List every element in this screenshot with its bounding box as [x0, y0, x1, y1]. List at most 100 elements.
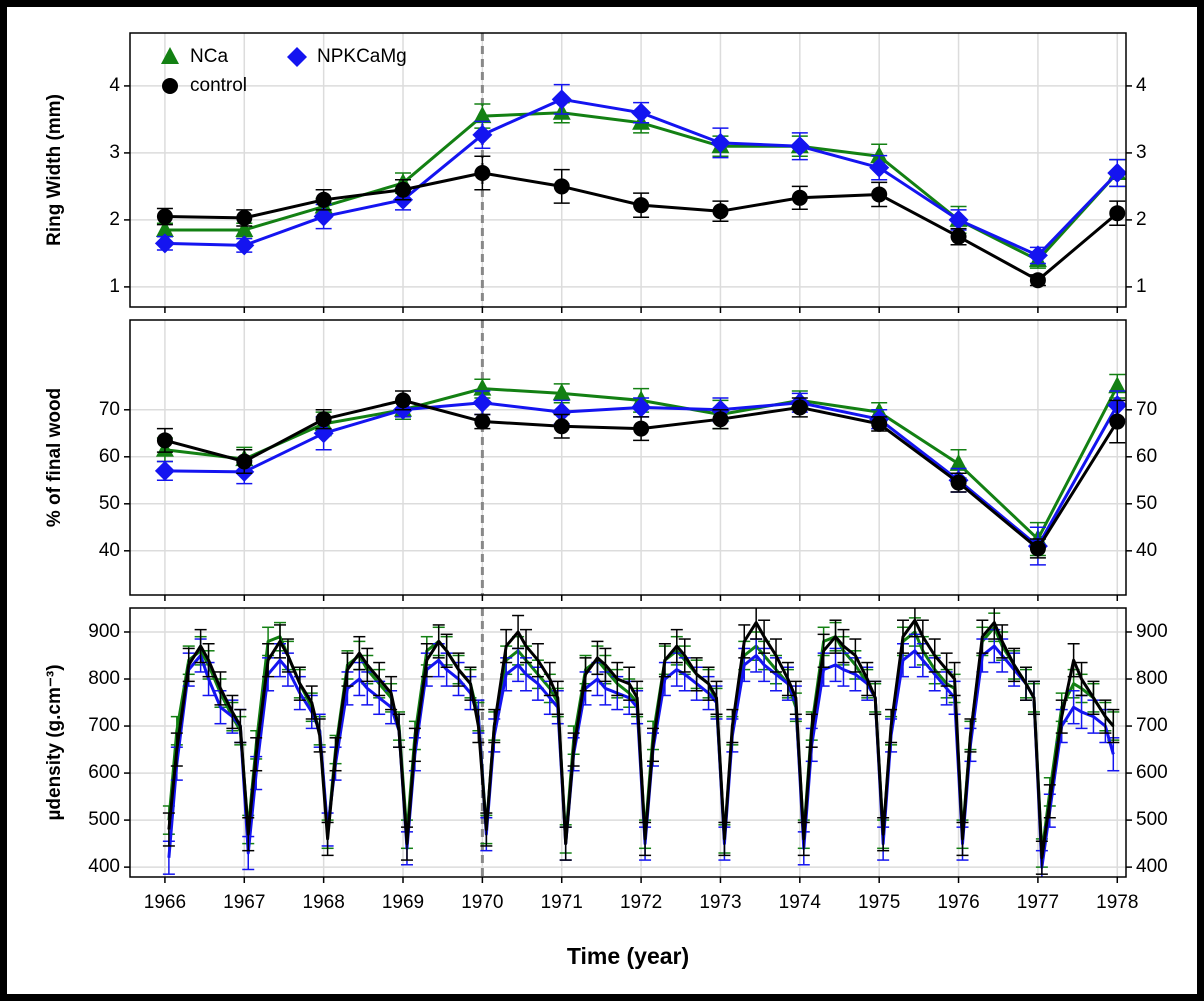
circle-marker — [156, 208, 173, 225]
diamond-marker — [631, 102, 652, 123]
y-axis-label: µdensity (g.cm⁻³) — [44, 664, 65, 820]
y-axis-label: Ring Width (mm) — [44, 94, 65, 246]
circle-marker — [950, 474, 967, 491]
series-line — [167, 618, 1115, 860]
circle-marker — [553, 178, 570, 195]
circle-marker — [474, 165, 491, 182]
y-tick-label: 900 — [88, 621, 120, 642]
x-tick-label: 1966 — [144, 892, 186, 913]
x-tick-label: 1973 — [699, 892, 741, 913]
y-tick-label: 70 — [99, 399, 120, 420]
diamond-marker — [869, 157, 890, 178]
circle-marker — [712, 203, 729, 220]
plot-frame — [129, 319, 1127, 596]
circle-marker — [315, 191, 332, 208]
diamond-marker — [472, 392, 493, 413]
circle-marker — [633, 420, 650, 437]
x-tick-label: 1978 — [1096, 892, 1138, 913]
circle-marker — [1029, 272, 1046, 289]
x-tick-label: 1977 — [1017, 892, 1059, 913]
x-tick-label: 1968 — [303, 892, 345, 913]
diamond-marker — [1027, 245, 1048, 266]
diamond-marker — [789, 136, 810, 157]
diamond-marker — [234, 235, 255, 256]
diamond-marker — [948, 209, 969, 230]
y-tick-label: 700 — [88, 715, 120, 736]
circle-marker — [712, 411, 729, 428]
y-tick-label-right: 60 — [1136, 446, 1157, 467]
y-tick-label-right: 40 — [1136, 540, 1157, 561]
x-tick-label: 1969 — [382, 892, 424, 913]
y-tick-label: 500 — [88, 809, 120, 830]
y-tick-label: 50 — [99, 493, 120, 514]
y-tick-label: 800 — [88, 668, 120, 689]
y-tick-label-right: 50 — [1136, 493, 1157, 514]
circle-marker — [1109, 205, 1126, 222]
y-tick-label-right: 70 — [1136, 399, 1157, 420]
x-tick-label: 1972 — [620, 892, 662, 913]
y-tick-label: 60 — [99, 446, 120, 467]
triangle-marker — [235, 219, 254, 237]
triangle-marker — [949, 453, 968, 471]
circle-marker — [1029, 540, 1046, 557]
y-tick-label: 1 — [109, 276, 120, 297]
x-tick-label: 1975 — [858, 892, 900, 913]
diamond-marker — [551, 402, 572, 423]
y-tick-label-right: 900 — [1136, 621, 1168, 642]
y-axis-label: % of final wood — [44, 388, 65, 527]
y-tick-label-right: 1 — [1136, 276, 1147, 297]
legend-label: NPKCaMg — [317, 46, 407, 67]
diamond-marker — [710, 132, 731, 153]
plot-frame — [129, 32, 1127, 308]
circle-marker — [395, 181, 412, 198]
x-tick-label: 1974 — [779, 892, 822, 913]
triangle-marker — [870, 146, 889, 164]
circle-marker — [871, 415, 888, 432]
diamond-marker — [551, 89, 572, 110]
triangle-marker — [473, 106, 492, 124]
triangle-marker — [552, 383, 571, 401]
legend-marker — [162, 78, 178, 94]
circle-marker — [236, 453, 253, 470]
x-tick-label: 1967 — [223, 892, 265, 913]
diamond-marker — [154, 233, 175, 254]
x-tick-label: 1970 — [461, 892, 503, 913]
x-tick-label: 1971 — [541, 892, 583, 913]
legend-label: control — [190, 75, 247, 96]
y-tick-label: 3 — [109, 142, 120, 163]
y-tick-label-right: 700 — [1136, 715, 1168, 736]
y-tick-label-right: 600 — [1136, 762, 1168, 783]
y-tick-label: 4 — [109, 75, 120, 96]
diamond-marker — [631, 397, 652, 418]
diamond-marker — [472, 124, 493, 145]
circle-marker — [950, 228, 967, 245]
y-tick-label: 400 — [88, 856, 120, 877]
plot-area — [154, 83, 1126, 289]
circle-marker — [1109, 413, 1126, 430]
diamond-marker — [313, 206, 334, 227]
y-tick-label-right: 2 — [1136, 209, 1147, 230]
y-tick-label-right: 400 — [1136, 856, 1168, 877]
circle-marker — [156, 432, 173, 449]
circle-marker — [395, 392, 412, 409]
y-tick-label-right: 800 — [1136, 668, 1168, 689]
triangle-marker — [1108, 376, 1126, 394]
diamond-marker — [1107, 163, 1126, 184]
x-axis-label: Time (year) — [567, 943, 689, 969]
legend-marker — [287, 47, 307, 67]
y-tick-label: 40 — [99, 540, 120, 561]
y-tick-label: 600 — [88, 762, 120, 783]
circle-marker — [633, 197, 650, 214]
legend-marker — [161, 47, 179, 64]
circle-marker — [553, 418, 570, 435]
plot-frame — [129, 607, 1127, 878]
x-tick-label: 1976 — [937, 892, 979, 913]
circle-marker — [315, 411, 332, 428]
plot-area — [162, 608, 1120, 877]
circle-marker — [871, 186, 888, 203]
circle-marker — [236, 209, 253, 226]
circle-marker — [791, 399, 808, 416]
circle-marker — [474, 413, 491, 430]
